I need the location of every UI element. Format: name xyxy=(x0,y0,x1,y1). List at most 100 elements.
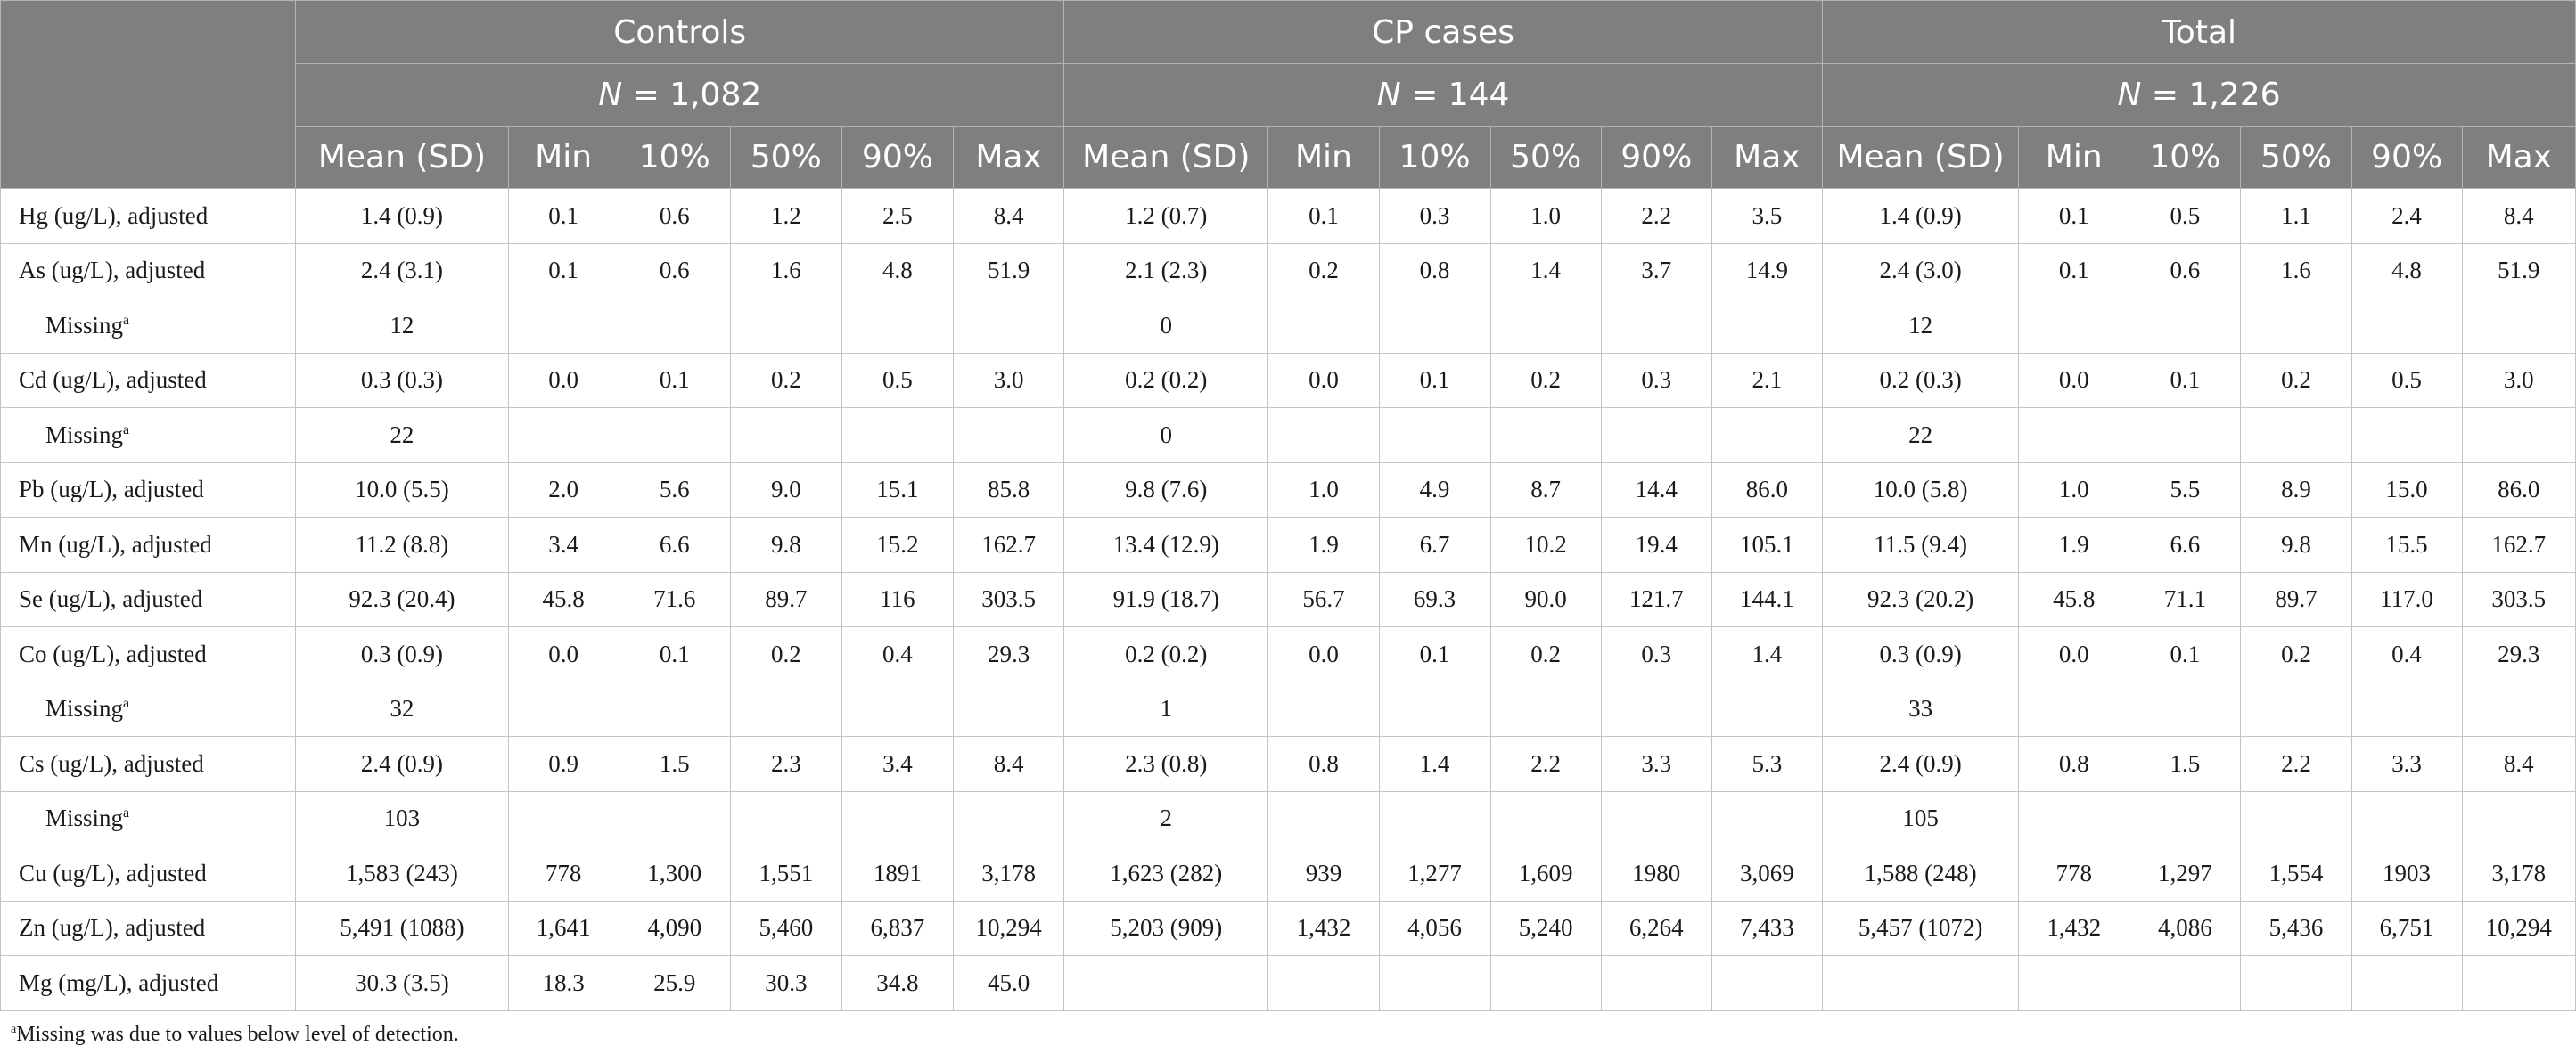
table-cell: 34.8 xyxy=(841,955,954,1011)
group-n-total: N = 1,226 xyxy=(1821,63,2576,127)
table-cell: 0.1 xyxy=(618,626,731,682)
group-header-controls: Controls xyxy=(295,0,1065,64)
table-cell: 5,457 (1072) xyxy=(1821,900,2020,956)
stat-header-cell: 50% xyxy=(2240,126,2352,189)
table-cell: 1.5 xyxy=(618,736,731,792)
table-cell xyxy=(1600,298,1712,354)
table-footnote: aMissing was due to values below level o… xyxy=(11,1023,459,1047)
table-cell: 8.4 xyxy=(952,736,1065,792)
table-cell xyxy=(1267,407,1380,463)
n-symbol: N xyxy=(598,77,623,113)
stat-header-cell: Min xyxy=(507,126,619,189)
table-cell: 303.5 xyxy=(2461,571,2576,627)
table-cell: 2.3 xyxy=(729,736,842,792)
table-cell: 29.3 xyxy=(2461,626,2576,682)
table-cell: 1.6 xyxy=(729,242,842,298)
table-cell: 105 xyxy=(1821,790,2020,846)
table-cell: 0.2 xyxy=(1267,242,1380,298)
row-label-text: Cd (ug/L), adjusted xyxy=(19,366,207,394)
table-cell: 8.4 xyxy=(2461,188,2576,244)
table-cell xyxy=(1267,955,1380,1011)
table-cell xyxy=(2240,298,2352,354)
row-label: Se (ug/L), adjusted xyxy=(0,571,297,627)
table-cell: 2.4 xyxy=(2350,188,2463,244)
table-cell: 5,491 (1088) xyxy=(295,900,509,956)
table-cell: 0.1 xyxy=(2129,626,2242,682)
row-label: Mg (mg/L), adjusted xyxy=(0,955,297,1011)
table-cell: 5.3 xyxy=(1710,736,1823,792)
table-row: Cd (ug/L), adjusted 0.3 (0.3) 0.0 0.1 0.2 0.5… xyxy=(0,352,2576,408)
table-cell: 3,178 xyxy=(952,846,1065,902)
table-cell xyxy=(507,407,619,463)
n-value: = 1,082 xyxy=(622,77,762,113)
table-cell: 162.7 xyxy=(2461,517,2576,573)
table-cell xyxy=(1267,298,1380,354)
table-cell: 303.5 xyxy=(952,571,1065,627)
table-header: Controls CP cases Total N = 1,082 N = 14… xyxy=(0,0,2576,189)
table-cell: 1.9 xyxy=(2018,517,2130,573)
table-cell: 2.4 (0.9) xyxy=(1821,736,2020,792)
table-cell: 1903 xyxy=(2350,846,2463,902)
stat-header-cell: Mean (SD) xyxy=(1821,126,2020,189)
table-cell xyxy=(1821,955,2020,1011)
table-cell xyxy=(841,407,954,463)
footnote-marker: a xyxy=(123,421,130,437)
row-label: Missinga xyxy=(0,790,297,846)
footnote-marker: a xyxy=(123,805,130,821)
table-cell: 2.4 (3.1) xyxy=(295,242,509,298)
missing-row: Missinga 12 0 12 xyxy=(0,298,2576,354)
table-row: Se (ug/L), adjusted 92.3 (20.4) 45.8 71.6 89… xyxy=(0,571,2576,627)
table-cell: 1.9 xyxy=(1267,517,1380,573)
table-cell xyxy=(1489,790,1602,846)
table-cell: 9.8 (7.6) xyxy=(1063,462,1269,518)
table-cell: 117.0 xyxy=(2350,571,2463,627)
table-cell: 51.9 xyxy=(2461,242,2576,298)
table-cell: 5,460 xyxy=(729,900,842,956)
table-cell xyxy=(952,407,1065,463)
table-cell: 90.0 xyxy=(1489,571,1602,627)
table-cell: 8.7 xyxy=(1489,462,1602,518)
table-cell xyxy=(2129,681,2242,737)
table-cell xyxy=(2129,790,2242,846)
row-label-text: Co (ug/L), adjusted xyxy=(19,640,207,667)
table-cell: 3.5 xyxy=(1710,188,1823,244)
table-cell xyxy=(618,407,731,463)
table-cell: 0.8 xyxy=(1267,736,1380,792)
table-cell xyxy=(1378,955,1491,1011)
table-cell: 1,588 (248) xyxy=(1821,846,2020,902)
table-cell: 1.6 xyxy=(2240,242,2352,298)
stat-header-cell: 10% xyxy=(618,126,731,189)
table-cell: 6,264 xyxy=(1600,900,1712,956)
table-cell: 14.9 xyxy=(1710,242,1823,298)
stat-header-cell: Max xyxy=(952,126,1065,189)
table-cell xyxy=(2461,955,2576,1011)
table-cell: 5.6 xyxy=(618,462,731,518)
table-cell: 71.1 xyxy=(2129,571,2242,627)
table-cell xyxy=(952,790,1065,846)
table-cell xyxy=(2240,407,2352,463)
header-corner-cell xyxy=(0,0,297,189)
table-cell: 0.2 (0.2) xyxy=(1063,352,1269,408)
table-cell: 15.2 xyxy=(841,517,954,573)
n-value: = 1,226 xyxy=(2141,77,2281,113)
row-label-text: Missing xyxy=(45,421,124,448)
table-cell: 8.4 xyxy=(952,188,1065,244)
row-label: Cd (ug/L), adjusted xyxy=(0,352,297,408)
table-cell xyxy=(1710,298,1823,354)
table-cell: 2.1 xyxy=(1710,352,1823,408)
table-cell: 0.2 (0.2) xyxy=(1063,626,1269,682)
table-cell: 9.8 xyxy=(2240,517,2352,573)
row-label-text: Hg (ug/L), adjusted xyxy=(19,201,209,229)
table-cell: 89.7 xyxy=(729,571,842,627)
table-row: Mn (ug/L), adjusted 11.2 (8.8) 3.4 6.6 9.8 15… xyxy=(0,517,2576,573)
table-cell xyxy=(1600,955,1712,1011)
table-cell: 2.3 (0.8) xyxy=(1063,736,1269,792)
stat-header-cell: 90% xyxy=(1600,126,1712,189)
table-cell: 1 xyxy=(1063,681,1269,737)
table-cell: 14.4 xyxy=(1600,462,1712,518)
table-cell: 1.4 (0.9) xyxy=(295,188,509,244)
row-label: Mn (ug/L), adjusted xyxy=(0,517,297,573)
table-cell xyxy=(1600,790,1712,846)
table-cell: 32 xyxy=(295,681,509,737)
row-label-text: Cs (ug/L), adjusted xyxy=(19,749,204,777)
